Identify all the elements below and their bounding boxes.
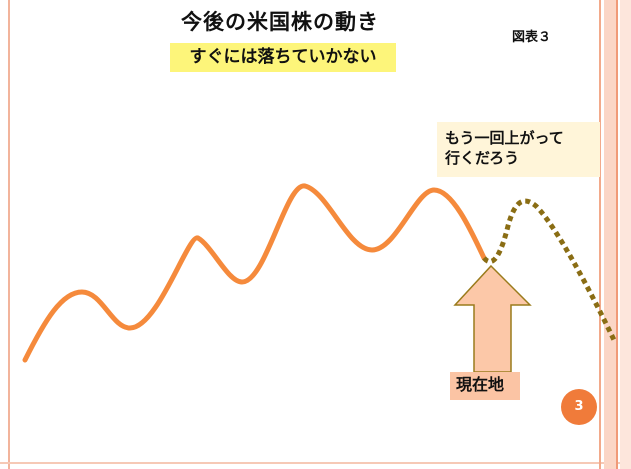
right-border-stripe (604, 0, 616, 469)
right-border-stripe (599, 0, 601, 469)
callout-line-1: もう一回上がって (445, 129, 564, 147)
figure-label: 図表３ (512, 30, 552, 45)
callout-line-2: 行くだろう (445, 149, 520, 167)
current-position-label: 現在地 (450, 372, 520, 400)
current-position-arrow (453, 264, 532, 373)
actual-trend-line (22, 183, 487, 363)
right-border-stripe (620, 0, 631, 469)
slide-subtitle: すぐには落ちていかない (170, 43, 396, 72)
page-number-badge: 3 (561, 389, 597, 425)
forecast-callout: もう一回上がって 行くだろう (437, 122, 600, 177)
left-border-line (8, 0, 10, 469)
right-border-stripe (616, 0, 618, 469)
bottom-border-line (0, 462, 631, 464)
forecast-trend-line (482, 198, 617, 342)
slide-title: 今後の米国株の動き (181, 10, 379, 34)
